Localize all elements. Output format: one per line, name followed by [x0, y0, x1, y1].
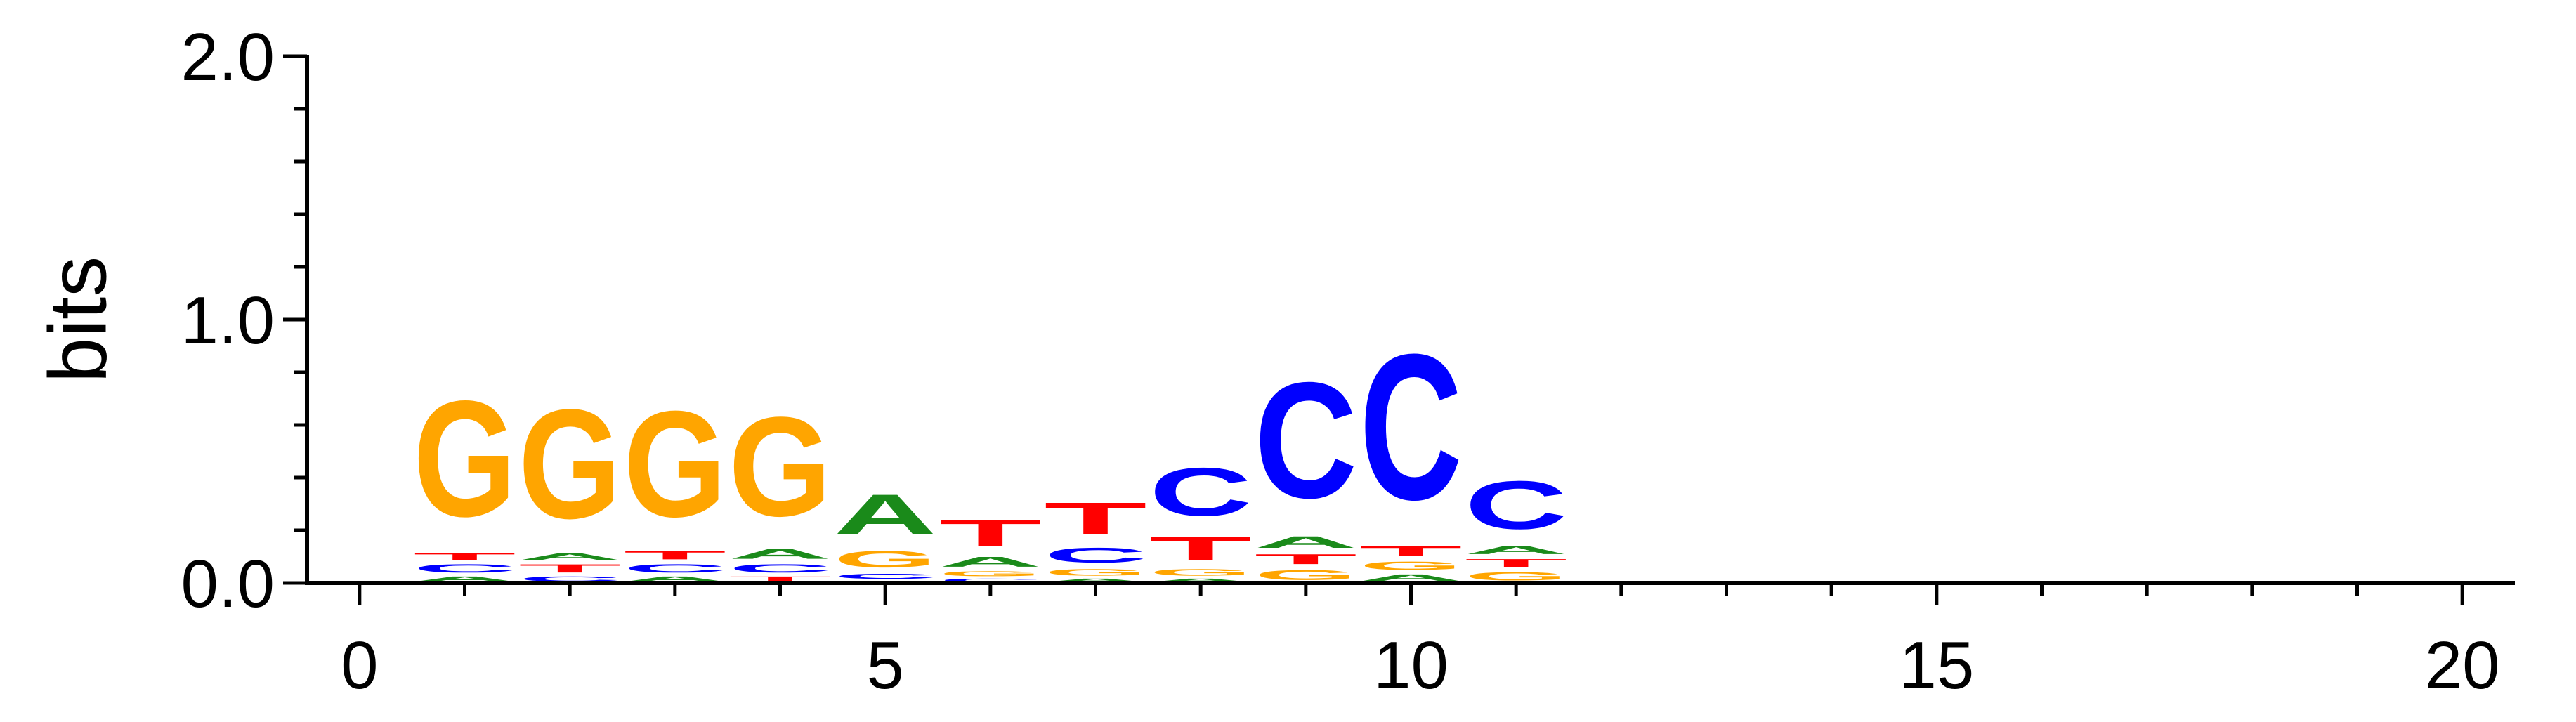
- logo-letter-G: G: [1044, 567, 1147, 578]
- logo-letter-A: A: [518, 551, 622, 562]
- logo-letter-T: T: [728, 575, 832, 583]
- logo-letter-C: C: [518, 575, 622, 583]
- logo-letter-G: G: [518, 377, 622, 551]
- logo-letter-C: C: [1465, 467, 1568, 544]
- logo-letter-A: A: [1465, 544, 1568, 557]
- logo-letter-C: C: [1044, 544, 1147, 567]
- x-tick-label: 20: [2425, 628, 2500, 703]
- logo-letter-T: T: [1254, 551, 1357, 567]
- logo-letter-T: T: [413, 551, 516, 562]
- logo-letter-A: A: [1359, 572, 1463, 583]
- logo-letter-G: G: [728, 388, 832, 546]
- logo-letter-C: C: [939, 578, 1042, 583]
- y-tick-label: 0.0: [181, 546, 275, 622]
- logo-letter-C: C: [1254, 348, 1357, 532]
- logo-letter-C: C: [728, 562, 832, 575]
- logo-letter-T: T: [1044, 494, 1147, 544]
- logo-letter-G: G: [834, 546, 937, 572]
- x-tick-label: 15: [1899, 628, 1974, 703]
- logo-letter-G: G: [1254, 567, 1357, 583]
- logo-letter-A: A: [1044, 578, 1147, 583]
- logo-letter-G: G: [1359, 559, 1463, 572]
- logo-letter-A: A: [728, 546, 832, 562]
- logo-letter-G: G: [413, 367, 516, 551]
- logo-letter-G: G: [939, 570, 1042, 577]
- logo-letter-A: A: [1149, 578, 1253, 583]
- x-tick-label: 0: [341, 628, 378, 703]
- logo-letter-C: C: [623, 562, 726, 575]
- logo-letter-A: A: [834, 483, 937, 546]
- logo-letter-T: T: [1465, 557, 1568, 570]
- y-axis-title: bits: [32, 256, 124, 383]
- logo-letter-T: T: [623, 549, 726, 562]
- logo-letter-G: G: [623, 379, 726, 548]
- logo-letter-A: A: [623, 575, 726, 583]
- logo-letter-C: C: [1359, 310, 1463, 543]
- logo-letter-G: G: [1465, 570, 1568, 583]
- logo-letter-C: C: [1149, 454, 1253, 530]
- y-tick-label: 2.0: [181, 20, 275, 95]
- x-tick-label: 5: [866, 628, 903, 703]
- y-tick-label: 1.0: [181, 283, 275, 358]
- logo-letter-A: A: [1254, 533, 1357, 551]
- x-tick-label: 10: [1373, 628, 1449, 703]
- logo-letter-A: A: [939, 554, 1042, 570]
- logo-letter-T: T: [1149, 530, 1253, 567]
- ticks: 0.0 1.0 2.0 0 5 10 15 20: [181, 20, 2500, 703]
- logo-letter-C: C: [834, 572, 937, 580]
- logo-letter-T: T: [1359, 544, 1463, 560]
- logo-letter-A: A: [413, 575, 516, 583]
- logo-letter-T: T: [518, 562, 622, 575]
- logo-letter-G: G: [1149, 567, 1253, 578]
- logo-letters: ACTGCTAGACTGTCAGTCGACGATAGCTAGTCGTACAGTC…: [413, 310, 1567, 583]
- logo-letter-T: T: [939, 511, 1042, 553]
- logo-letter-C: C: [413, 562, 516, 575]
